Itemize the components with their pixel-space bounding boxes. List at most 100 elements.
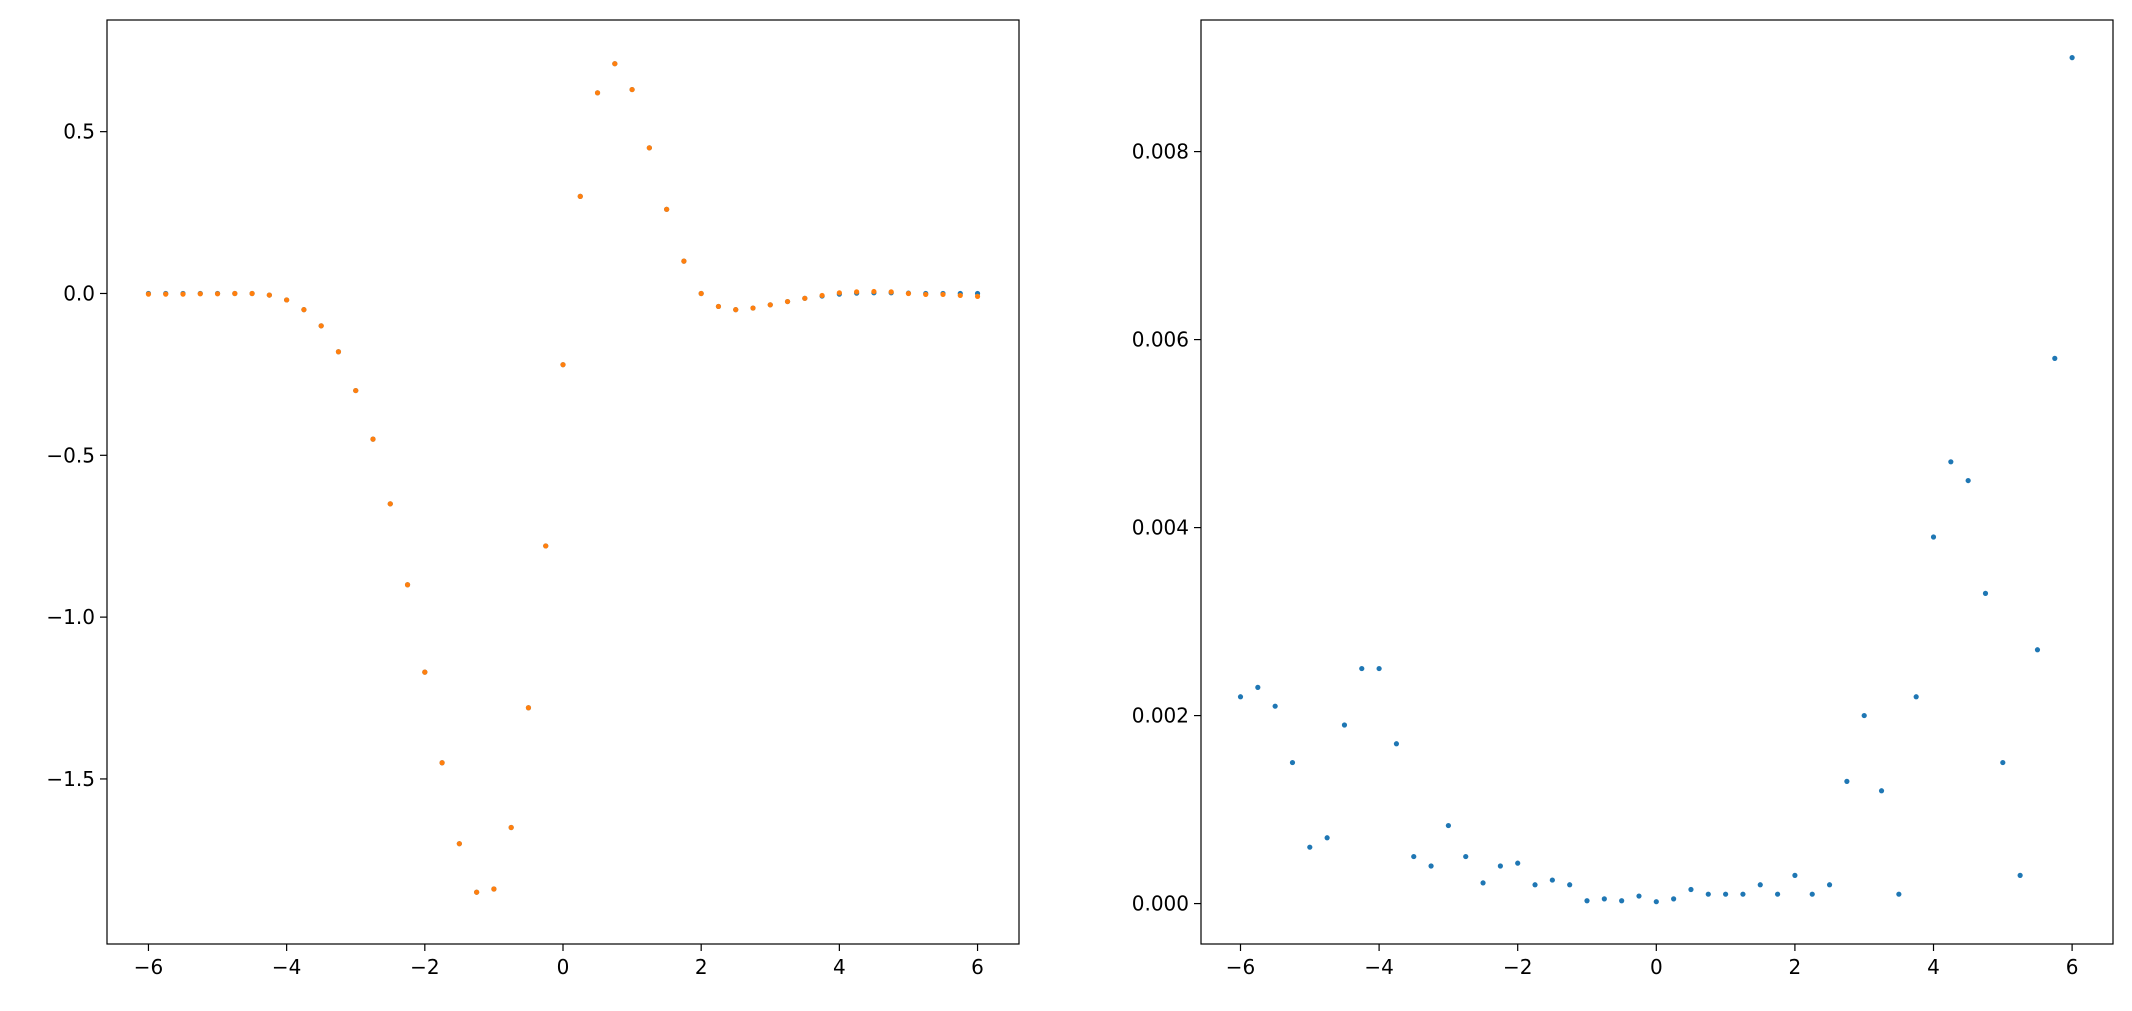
- point: [1861, 712, 1867, 719]
- point: [1445, 822, 1452, 829]
- point: [1393, 741, 1400, 747]
- y-tick-label: 0.008: [1132, 140, 1189, 164]
- point: [474, 889, 480, 895]
- point: [974, 293, 981, 299]
- point: [1982, 590, 1989, 596]
- point: [1671, 896, 1677, 902]
- point: [353, 387, 359, 394]
- point: [2017, 872, 2023, 878]
- point: [1549, 877, 1555, 883]
- point: [1584, 898, 1590, 904]
- point: [612, 61, 618, 67]
- x-tick-label: 6: [971, 955, 984, 979]
- point: [1237, 694, 1244, 700]
- point: [1324, 835, 1330, 841]
- point: [525, 705, 532, 711]
- point: [1965, 477, 1971, 484]
- point: [819, 292, 825, 299]
- point: [1480, 880, 1486, 886]
- point: [1809, 891, 1815, 897]
- point: [1792, 872, 1798, 878]
- x-tick-label: −4: [1364, 955, 1393, 979]
- point: [1653, 899, 1659, 905]
- point: [2000, 759, 2006, 766]
- point: [1757, 882, 1763, 888]
- point: [905, 290, 912, 297]
- point: [1255, 684, 1261, 690]
- point: [664, 206, 670, 212]
- x-tick-label: −2: [1503, 955, 1532, 979]
- point: [715, 303, 722, 310]
- point: [439, 760, 445, 766]
- point: [456, 841, 462, 847]
- point: [1896, 891, 1902, 897]
- point: [733, 307, 739, 313]
- point: [940, 291, 946, 298]
- point: [698, 290, 704, 297]
- point: [214, 291, 221, 297]
- point: [404, 582, 411, 588]
- point: [491, 886, 497, 892]
- axes-frame: [1200, 19, 2114, 945]
- point: [577, 193, 583, 199]
- y-tick-label: 0.000: [1132, 892, 1189, 916]
- point: [1463, 853, 1469, 860]
- x-tick-label: 4: [1927, 955, 1940, 979]
- point: [1930, 534, 1937, 540]
- point: [180, 291, 186, 297]
- point: [629, 86, 635, 93]
- point: [318, 323, 324, 329]
- point: [232, 290, 238, 297]
- point: [802, 295, 808, 301]
- point: [1376, 665, 1382, 672]
- point: [784, 298, 791, 305]
- x-tick-label: 6: [2066, 955, 2079, 979]
- point: [750, 305, 756, 311]
- point: [266, 292, 272, 298]
- y-tick-label: −1.0: [46, 605, 95, 629]
- point: [1723, 891, 1729, 897]
- point: [681, 258, 687, 264]
- point: [1411, 853, 1417, 860]
- point: [1601, 896, 1607, 902]
- point: [508, 824, 514, 831]
- point: [301, 307, 307, 313]
- point: [1428, 863, 1434, 869]
- point: [145, 291, 152, 297]
- point: [163, 291, 169, 297]
- x-tick-label: −6: [134, 955, 163, 979]
- y-tick-label: −1.5: [46, 767, 95, 791]
- point: [2034, 647, 2041, 653]
- point: [1688, 886, 1694, 893]
- x-tick-label: −6: [1226, 955, 1255, 979]
- point: [1878, 788, 1885, 794]
- point: [1774, 891, 1781, 897]
- point: [2052, 355, 2058, 361]
- point: [888, 289, 894, 295]
- point: [560, 362, 566, 368]
- y-tick-label: 0.004: [1132, 516, 1189, 540]
- point: [594, 90, 601, 96]
- point: [1532, 882, 1538, 888]
- point: [871, 288, 877, 295]
- point: [249, 290, 255, 297]
- point: [1497, 863, 1503, 869]
- point: [1705, 891, 1711, 897]
- point: [1619, 898, 1625, 904]
- point: [1289, 759, 1296, 766]
- point: [957, 292, 963, 299]
- x-tick-label: −2: [410, 955, 439, 979]
- point: [1515, 860, 1521, 866]
- point: [1948, 459, 1954, 465]
- point: [387, 501, 393, 507]
- axes-frame: [106, 19, 1020, 945]
- point: [197, 291, 203, 297]
- point: [2069, 54, 2075, 61]
- point: [1359, 665, 1365, 672]
- y-tick-label: −0.5: [46, 443, 95, 467]
- point: [646, 145, 652, 151]
- point: [1272, 703, 1278, 709]
- point: [1636, 893, 1642, 899]
